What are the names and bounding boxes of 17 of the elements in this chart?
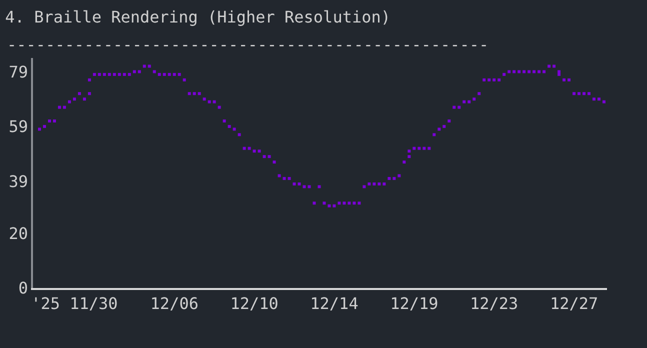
point (88, 78, 91, 82)
y-tick-label: 0 (18, 278, 28, 298)
y-tick-label: 59 (8, 117, 28, 136)
x-tick-label: 12/14 (310, 294, 358, 313)
chart-title: 4. Braille Rendering (Higher Resolution) (5, 8, 390, 27)
text: -------------------------------------------------- (7, 35, 489, 54)
y-tick-label: 79 (8, 62, 28, 82)
y-tick-label: 20 (8, 224, 28, 243)
point (558, 72, 561, 76)
x-tick-label: 12/06 (150, 294, 198, 313)
x-tick-label: 12/19 (390, 294, 438, 313)
x-tick-label: 12/23 (470, 294, 518, 313)
x-tick-label: '25 11/30 (31, 294, 118, 313)
x-tick-label: 12/27 (550, 294, 598, 313)
y-tick-label: 39 (8, 172, 28, 191)
x-tick-label: 12/10 (230, 294, 278, 313)
point (408, 150, 411, 153)
